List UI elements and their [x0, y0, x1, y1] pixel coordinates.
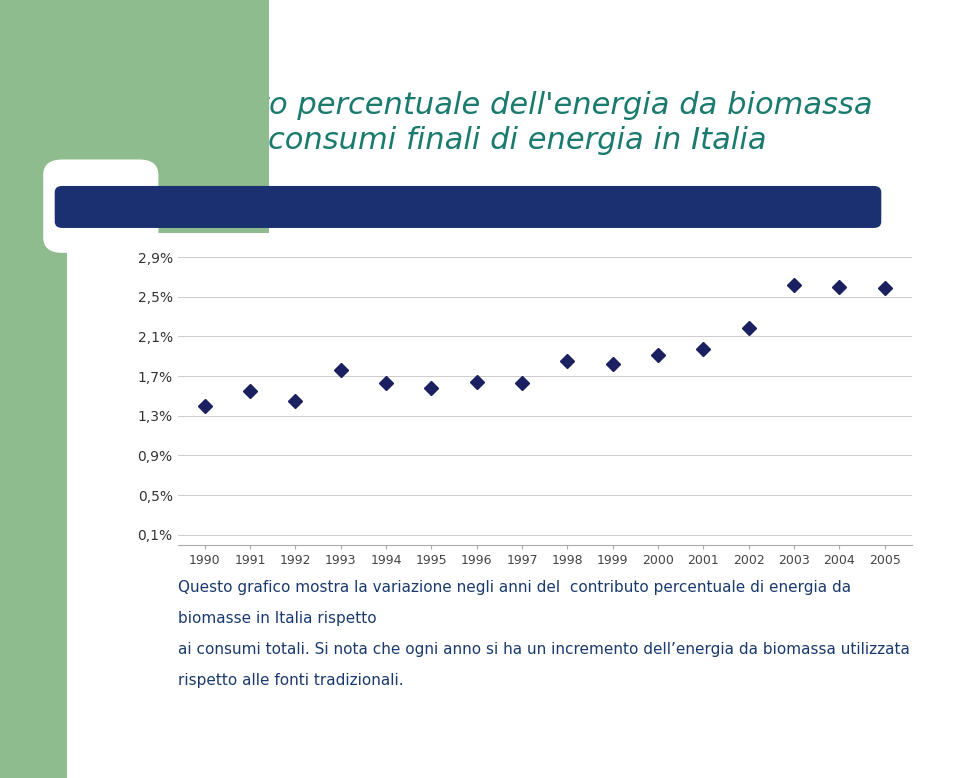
Text: Questo grafico mostra la variazione negli anni del  contributo percentuale di en: Questo grafico mostra la variazione negl… — [178, 580, 851, 594]
Text: ai consumi totali. Si nota che ogni anno si ha un incremento dell’energia da bio: ai consumi totali. Si nota che ogni anno… — [178, 642, 909, 657]
Text: biomasse in Italia rispetto: biomasse in Italia rispetto — [178, 611, 376, 626]
Text: Contributo percentuale dell'energia da biomassa: Contributo percentuale dell'energia da b… — [126, 90, 873, 120]
Text: rispetto alle fonti tradizionali.: rispetto alle fonti tradizionali. — [178, 673, 403, 688]
Text: ai consumi finali di energia in Italia: ai consumi finali di energia in Italia — [231, 125, 767, 155]
